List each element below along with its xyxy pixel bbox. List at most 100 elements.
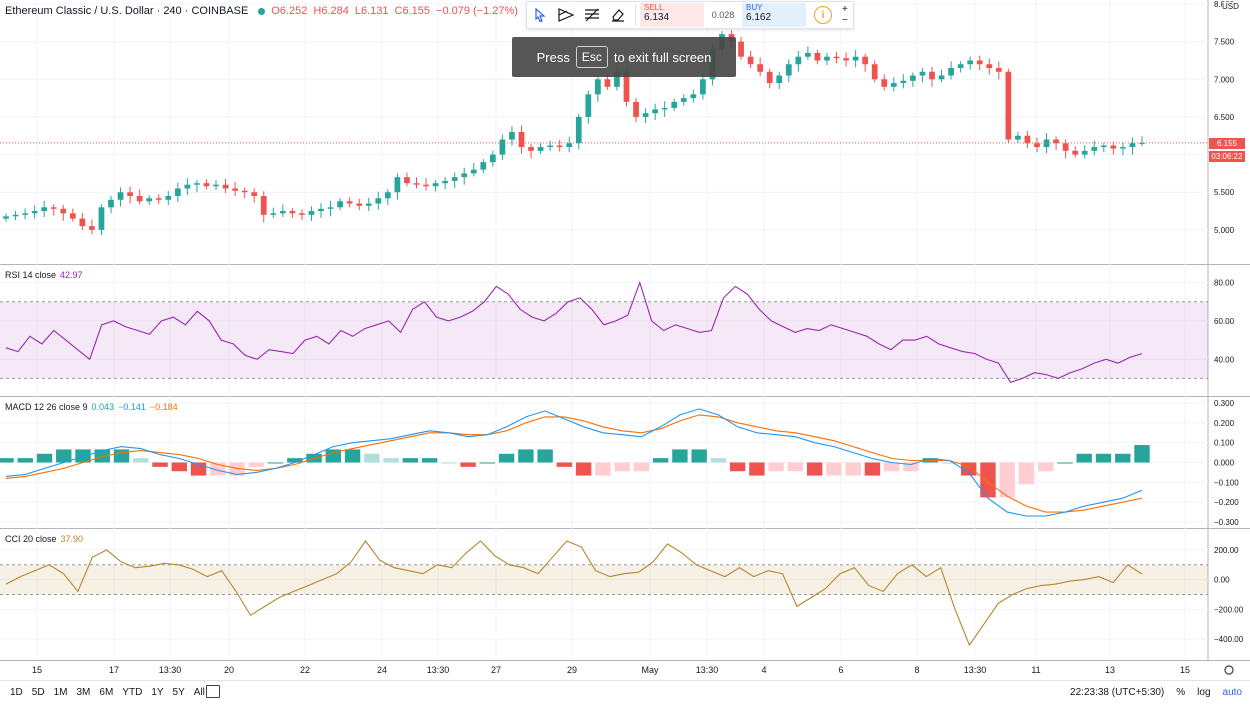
auto-toggle[interactable]: auto: [1222, 687, 1242, 698]
range-all[interactable]: All: [193, 687, 205, 698]
time-tick-label: 13: [1105, 665, 1115, 675]
macd-histogram-bar: [498, 453, 515, 463]
candle-body: [881, 79, 888, 87]
sell-label: SELL: [644, 3, 664, 12]
range-1d[interactable]: 1D: [10, 687, 23, 698]
candle-body: [776, 75, 783, 84]
candle-body: [232, 188, 238, 191]
candle-body: [299, 213, 305, 215]
macd-histogram-bar: [864, 462, 881, 476]
price-tick-label: 0.00: [1214, 576, 1230, 585]
toolbar-divider: [635, 4, 636, 26]
candle-body: [595, 79, 601, 95]
candle-body: [337, 201, 343, 208]
range-ytd[interactable]: YTD: [122, 687, 143, 698]
macd-histogram-bar: [229, 462, 245, 476]
candle-body: [661, 107, 668, 110]
time-tick-label: May: [641, 665, 659, 675]
candle-body: [633, 101, 639, 117]
candle-body: [98, 207, 105, 230]
fib-tool-icon[interactable]: [579, 2, 605, 28]
candle-body: [1053, 139, 1059, 144]
range-6m[interactable]: 6M: [99, 687, 114, 698]
range-selector: 1D 5D 1M 3M 6M YTD 1Y 5Y All: [10, 687, 214, 698]
candle-body: [1120, 147, 1126, 149]
info-icon[interactable]: i: [814, 6, 832, 24]
macd-histogram-bar: [94, 449, 110, 463]
candle-body: [117, 192, 124, 200]
bottom-toolbar: 1D 5D 1M 3M 6M YTD 1Y 5Y All 22:23:38 (UTC+5:30)…: [0, 680, 1250, 704]
plus-icon[interactable]: +: [842, 4, 848, 15]
range-5d[interactable]: 5D: [31, 687, 45, 698]
price-tick-label: 5.000: [1214, 226, 1235, 235]
range-1m[interactable]: 1M: [53, 687, 68, 698]
time-tick-label: 8: [914, 665, 919, 675]
candle-body: [1139, 142, 1145, 144]
eraser-icon[interactable]: [605, 2, 631, 28]
price-tick-label: −0.100: [1214, 478, 1239, 487]
macd-histogram-bar: [460, 462, 476, 467]
fullscreen-press-text: Press: [536, 49, 570, 65]
macd-signal-value: −0.184: [149, 402, 178, 412]
price-tick-label: 6.500: [1214, 113, 1235, 122]
sell-price: 6.134: [644, 12, 670, 23]
macd-legend[interactable]: MACD 12 26 close 9 0.043 −0.141 −0.184: [5, 402, 178, 412]
candle-body: [1100, 145, 1107, 148]
spread-value: 0.028: [711, 10, 735, 20]
macd-histogram-bar: [729, 462, 746, 472]
buy-button[interactable]: BUY 6.162: [742, 3, 806, 27]
price-tick-label: 80.00: [1214, 279, 1235, 288]
candle-body: [547, 145, 553, 148]
cci-value: 37.90: [60, 534, 84, 544]
macd-histogram-bar: [287, 458, 303, 463]
log-toggle[interactable]: log: [1197, 687, 1211, 698]
time-tick-label: 20: [224, 665, 234, 675]
candle-body: [3, 216, 9, 219]
candle-body: [375, 198, 382, 204]
cci-legend[interactable]: CCI 20 close 37.90: [5, 534, 83, 544]
price-axis-bg: [1208, 0, 1250, 680]
candle-body: [60, 208, 67, 214]
minus-icon[interactable]: −: [842, 15, 848, 26]
currency-label: USD: [1222, 2, 1239, 11]
candle-body: [938, 75, 945, 80]
range-3m[interactable]: 3M: [76, 687, 91, 698]
candle-body: [432, 183, 439, 187]
candle-body: [461, 173, 468, 178]
macd-histogram-bar: [248, 462, 265, 467]
low-value: L6.131: [354, 5, 389, 17]
cursor-icon[interactable]: [527, 2, 553, 28]
cci-label: CCI 20 close: [5, 534, 57, 544]
percent-toggle[interactable]: %: [1176, 687, 1186, 698]
quantity-stepper[interactable]: + −: [842, 4, 848, 26]
macd-histogram-bar: [787, 462, 804, 472]
clock-time[interactable]: 22:23:38 (UTC+5:30): [1070, 687, 1165, 698]
candle-body: [1081, 150, 1088, 155]
candle-body: [69, 213, 76, 219]
candle-body: [890, 83, 897, 87]
time-tick-label: 13:30: [964, 665, 987, 675]
candle-body: [976, 60, 983, 65]
candle-body: [518, 132, 525, 148]
macd-histogram-bar: [883, 462, 900, 472]
candle-body: [986, 64, 993, 68]
close-value: C6.155: [394, 5, 431, 17]
trend-tool-icon[interactable]: [553, 2, 579, 28]
sell-button[interactable]: SELL 6.134: [640, 3, 704, 27]
range-1y[interactable]: 1Y: [151, 687, 164, 698]
candle-body: [528, 147, 534, 151]
calendar-icon[interactable]: [206, 685, 220, 698]
candle-body: [614, 71, 620, 87]
time-tick-label: 22: [300, 665, 310, 675]
chart-canvas[interactable]: 15 17 13:30 20 22 24 13:30 27 29 May 13:30 4 6 8 13:30…: [0, 0, 1250, 680]
rsi-legend[interactable]: RSI 14 close 42.97: [5, 270, 83, 280]
candle-body: [394, 177, 401, 193]
candle-body: [489, 154, 496, 163]
candle-body: [308, 211, 315, 215]
macd-histogram-bar: [614, 462, 630, 472]
symbol-title[interactable]: Ethereum Classic / U.S. Dollar · 240 · C…: [5, 5, 249, 17]
candle-body: [814, 52, 821, 61]
candle-body: [89, 226, 95, 230]
candle-body: [1024, 135, 1031, 144]
range-5y[interactable]: 5Y: [172, 687, 185, 698]
